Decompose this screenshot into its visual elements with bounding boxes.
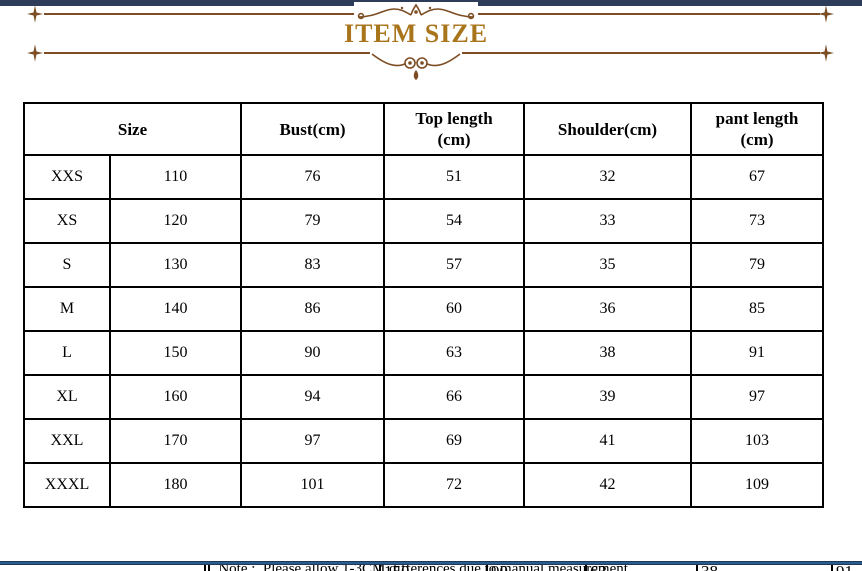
clipped-cell-border (204, 565, 206, 571)
table-row: XXL 170 97 69 41 103 (23, 418, 824, 464)
bottom-divider-rule (0, 561, 862, 565)
column-header-top-length: Top length (cm) (383, 102, 525, 156)
column-header-pant-length: pant length (cm) (690, 102, 824, 156)
table-row: XS 120 79 54 33 73 (23, 198, 824, 244)
table-row: XXXL 180 101 72 42 109 (23, 462, 824, 508)
clipped-next-row-value: 90 (491, 562, 508, 571)
table-cell: 51 (383, 154, 525, 200)
table-cell: 101 (240, 462, 385, 508)
table-cell: 60 (383, 286, 525, 332)
table-cell: 180 (109, 462, 242, 508)
table-cell: 83 (240, 242, 385, 288)
size-label-cell: XS (23, 198, 111, 244)
table-cell: 110 (109, 154, 242, 200)
table-cell: 66 (383, 374, 525, 420)
column-header-bust: Bust(cm) (240, 102, 385, 156)
clipped-cell-border (379, 565, 381, 571)
clipped-cell-border (696, 565, 698, 571)
measurement-notes: Note : Please allow 1-3CM differences du… (0, 524, 850, 571)
table-cell: 42 (523, 462, 692, 508)
size-label-cell: XXXL (23, 462, 111, 508)
size-label-cell: M (23, 286, 111, 332)
size-label-cell: XXL (23, 418, 111, 464)
table-cell: 79 (240, 198, 385, 244)
table-cell: 76 (240, 154, 385, 200)
size-table: Size Bust(cm) Top length (cm) Shoulder(c… (23, 102, 824, 508)
size-label-cell: L (23, 330, 111, 376)
fleur-cross-icon (818, 5, 834, 23)
page-title: ITEM SIZE (343, 19, 489, 48)
table-cell: 120 (109, 198, 242, 244)
size-label-cell: XL (23, 374, 111, 420)
table-cell: 39 (523, 374, 692, 420)
fleur-cross-icon (818, 44, 834, 62)
table-cell: 97 (690, 374, 824, 420)
clipped-next-row-value: 150 (384, 562, 410, 571)
table-cell: 90 (240, 330, 385, 376)
table-cell: 67 (690, 154, 824, 200)
clipped-cell-border (585, 565, 587, 571)
table-cell: 41 (523, 418, 692, 464)
table-cell: 170 (109, 418, 242, 464)
table-header-row: Size Bust(cm) Top length (cm) Shoulder(c… (23, 102, 824, 156)
table-cell: 63 (383, 330, 525, 376)
table-cell: 109 (690, 462, 824, 508)
table-cell: 69 (383, 418, 525, 464)
clipped-cell-border (831, 565, 833, 571)
size-label-cell: S (23, 242, 111, 288)
table-cell: 33 (523, 198, 692, 244)
table-cell: 94 (240, 374, 385, 420)
table-row: S 130 83 57 35 79 (23, 242, 824, 288)
table-row: XL 160 94 66 39 97 (23, 374, 824, 420)
table-cell: 91 (690, 330, 824, 376)
fleur-cross-icon (27, 5, 43, 23)
table-row: L 150 90 63 38 91 (23, 330, 824, 376)
clipped-next-row-value: 38 (701, 562, 718, 571)
table-cell: 160 (109, 374, 242, 420)
table-cell: 38 (523, 330, 692, 376)
clipped-cell-border (486, 565, 488, 571)
scrollwork-bottom-icon (370, 50, 462, 80)
column-header-size: Size (23, 102, 242, 156)
table-cell: 85 (690, 286, 824, 332)
table-cell: 103 (690, 418, 824, 464)
table-cell: 86 (240, 286, 385, 332)
table-cell: 32 (523, 154, 692, 200)
table-cell: 79 (690, 242, 824, 288)
size-label-cell: XXS (23, 154, 111, 200)
table-row: M 140 86 60 36 85 (23, 286, 824, 332)
fleur-cross-icon (27, 44, 43, 62)
column-header-shoulder: Shoulder(cm) (523, 102, 692, 156)
clipped-cell-border (208, 565, 210, 571)
clipped-next-row-value: 91 (836, 562, 853, 571)
table-cell: 130 (109, 242, 242, 288)
note-line-1: Note : Please allow 1-3CM differences du… (218, 561, 632, 571)
scrollwork-top-icon (354, 2, 478, 22)
table-cell: 57 (383, 242, 525, 288)
table-cell: 72 (383, 462, 525, 508)
table-cell: 54 (383, 198, 525, 244)
clipped-next-row-value: 63 (590, 562, 607, 571)
table-cell: 150 (109, 330, 242, 376)
table-cell: 97 (240, 418, 385, 464)
table-row: XXS 110 76 51 32 67 (23, 154, 824, 200)
table-cell: 35 (523, 242, 692, 288)
table-cell: 36 (523, 286, 692, 332)
table-cell: 140 (109, 286, 242, 332)
table-cell: 73 (690, 198, 824, 244)
